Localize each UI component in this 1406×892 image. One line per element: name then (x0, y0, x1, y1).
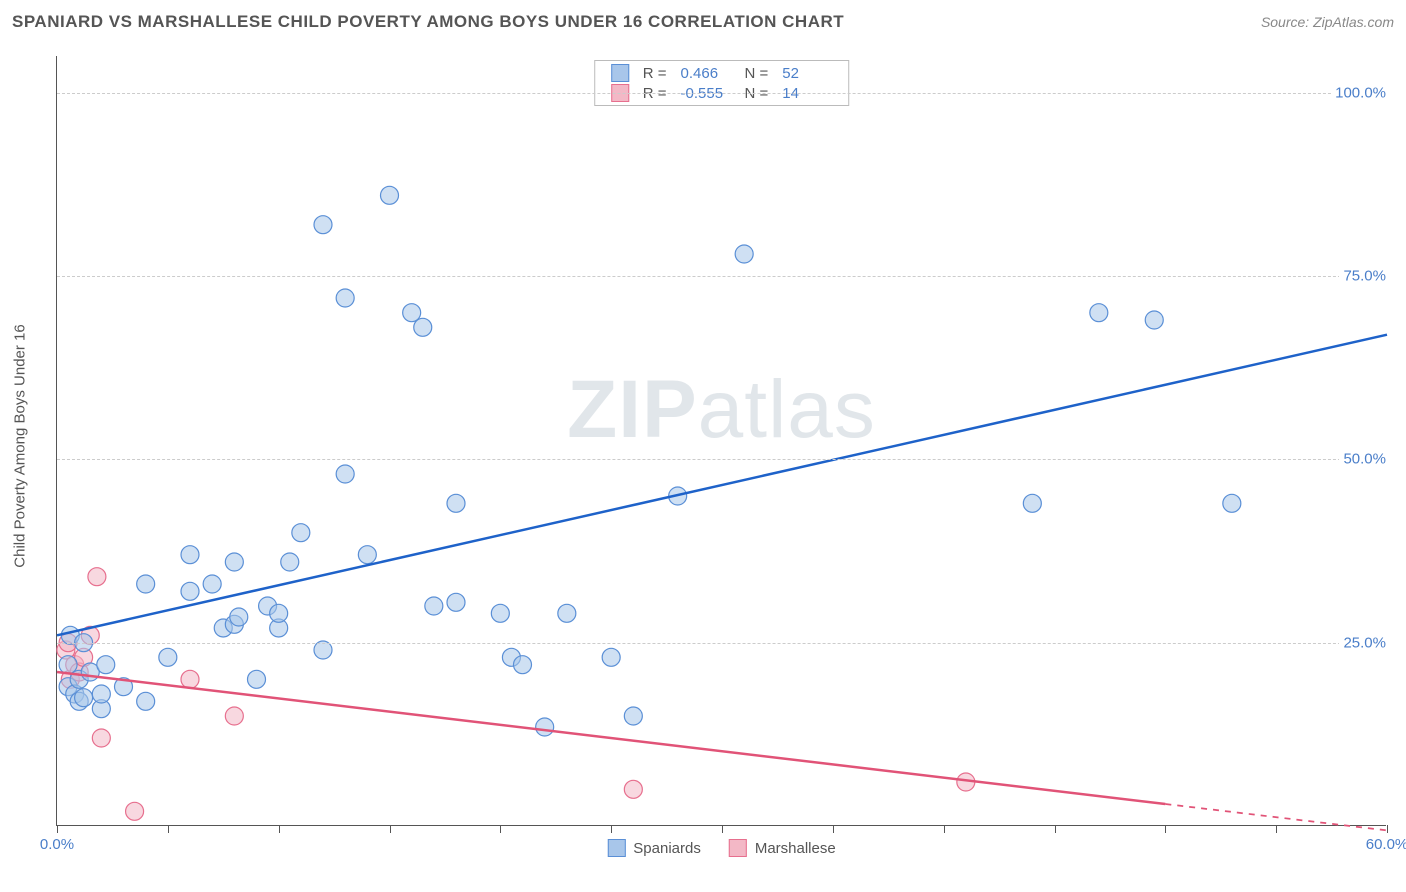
legend: Spaniards Marshallese (607, 839, 835, 857)
y-tick-label: 100.0% (1331, 84, 1390, 101)
data-point (92, 729, 110, 747)
y-tick-label: 25.0% (1339, 634, 1390, 651)
data-point (59, 656, 77, 674)
x-tick-label: 0.0% (40, 836, 74, 853)
legend-swatch-spaniards (607, 839, 625, 857)
data-point (314, 641, 332, 659)
data-point (336, 465, 354, 483)
data-point (381, 186, 399, 204)
data-point (735, 245, 753, 263)
x-tick (1387, 825, 1388, 833)
data-point (137, 692, 155, 710)
data-point (159, 648, 177, 666)
data-point (1223, 494, 1241, 512)
chart-plot-area: ZIPatlas R = 0.466 N = 52 R = -0.555 N =… (56, 56, 1386, 826)
data-point (403, 304, 421, 322)
data-point (491, 604, 509, 622)
gridline (57, 459, 1386, 460)
y-tick-label: 50.0% (1339, 451, 1390, 468)
data-point (225, 707, 243, 725)
data-point (425, 597, 443, 615)
x-tick (944, 825, 945, 833)
x-tick (168, 825, 169, 833)
data-point (1023, 494, 1041, 512)
data-point (230, 608, 248, 626)
legend-item-spaniards: Spaniards (607, 839, 701, 857)
chart-header: SPANIARD VS MARSHALLESE CHILD POVERTY AM… (0, 0, 1406, 44)
chart-title: SPANIARD VS MARSHALLESE CHILD POVERTY AM… (12, 12, 844, 32)
gridline (57, 276, 1386, 277)
data-point (126, 802, 144, 820)
data-point (447, 593, 465, 611)
r-value-spaniards: 0.466 (681, 65, 731, 82)
data-point (248, 670, 266, 688)
data-point (75, 689, 93, 707)
x-tick (611, 825, 612, 833)
data-point (514, 656, 532, 674)
data-point (558, 604, 576, 622)
x-tick (833, 825, 834, 833)
data-point (1145, 311, 1163, 329)
data-point (336, 289, 354, 307)
data-point (88, 568, 106, 586)
x-tick (57, 825, 58, 833)
legend-swatch-marshallese (729, 839, 747, 857)
data-point (447, 494, 465, 512)
data-point (270, 604, 288, 622)
data-point (225, 553, 243, 571)
data-point (92, 685, 110, 703)
legend-label-spaniards: Spaniards (633, 840, 701, 857)
trend-line (57, 672, 1165, 804)
gridline (57, 643, 1386, 644)
data-point (1090, 304, 1108, 322)
stats-row-spaniards: R = 0.466 N = 52 (595, 63, 849, 83)
x-tick (1165, 825, 1166, 833)
x-tick (390, 825, 391, 833)
y-axis-label: Child Poverty Among Boys Under 16 (12, 324, 29, 567)
data-point (358, 546, 376, 564)
x-tick-label: 60.0% (1366, 836, 1406, 853)
gridline (57, 93, 1386, 94)
data-point (281, 553, 299, 571)
data-point (137, 575, 155, 593)
source-attribution: Source: ZipAtlas.com (1261, 14, 1394, 30)
x-tick (722, 825, 723, 833)
swatch-spaniards (611, 64, 629, 82)
data-point (602, 648, 620, 666)
data-point (624, 780, 642, 798)
x-tick (500, 825, 501, 833)
data-point (414, 318, 432, 336)
trend-line (57, 335, 1387, 636)
legend-label-marshallese: Marshallese (755, 840, 836, 857)
y-tick-label: 75.0% (1339, 268, 1390, 285)
data-point (536, 718, 554, 736)
x-tick (279, 825, 280, 833)
data-point (97, 656, 115, 674)
data-point (203, 575, 221, 593)
data-point (181, 546, 199, 564)
data-point (624, 707, 642, 725)
x-tick (1055, 825, 1056, 833)
legend-item-marshallese: Marshallese (729, 839, 836, 857)
data-point (181, 582, 199, 600)
data-point (292, 524, 310, 542)
n-value-spaniards: 52 (782, 65, 832, 82)
x-tick (1276, 825, 1277, 833)
scatter-svg (57, 56, 1386, 825)
data-point (314, 216, 332, 234)
stats-box: R = 0.466 N = 52 R = -0.555 N = 14 (594, 60, 850, 106)
data-point (181, 670, 199, 688)
